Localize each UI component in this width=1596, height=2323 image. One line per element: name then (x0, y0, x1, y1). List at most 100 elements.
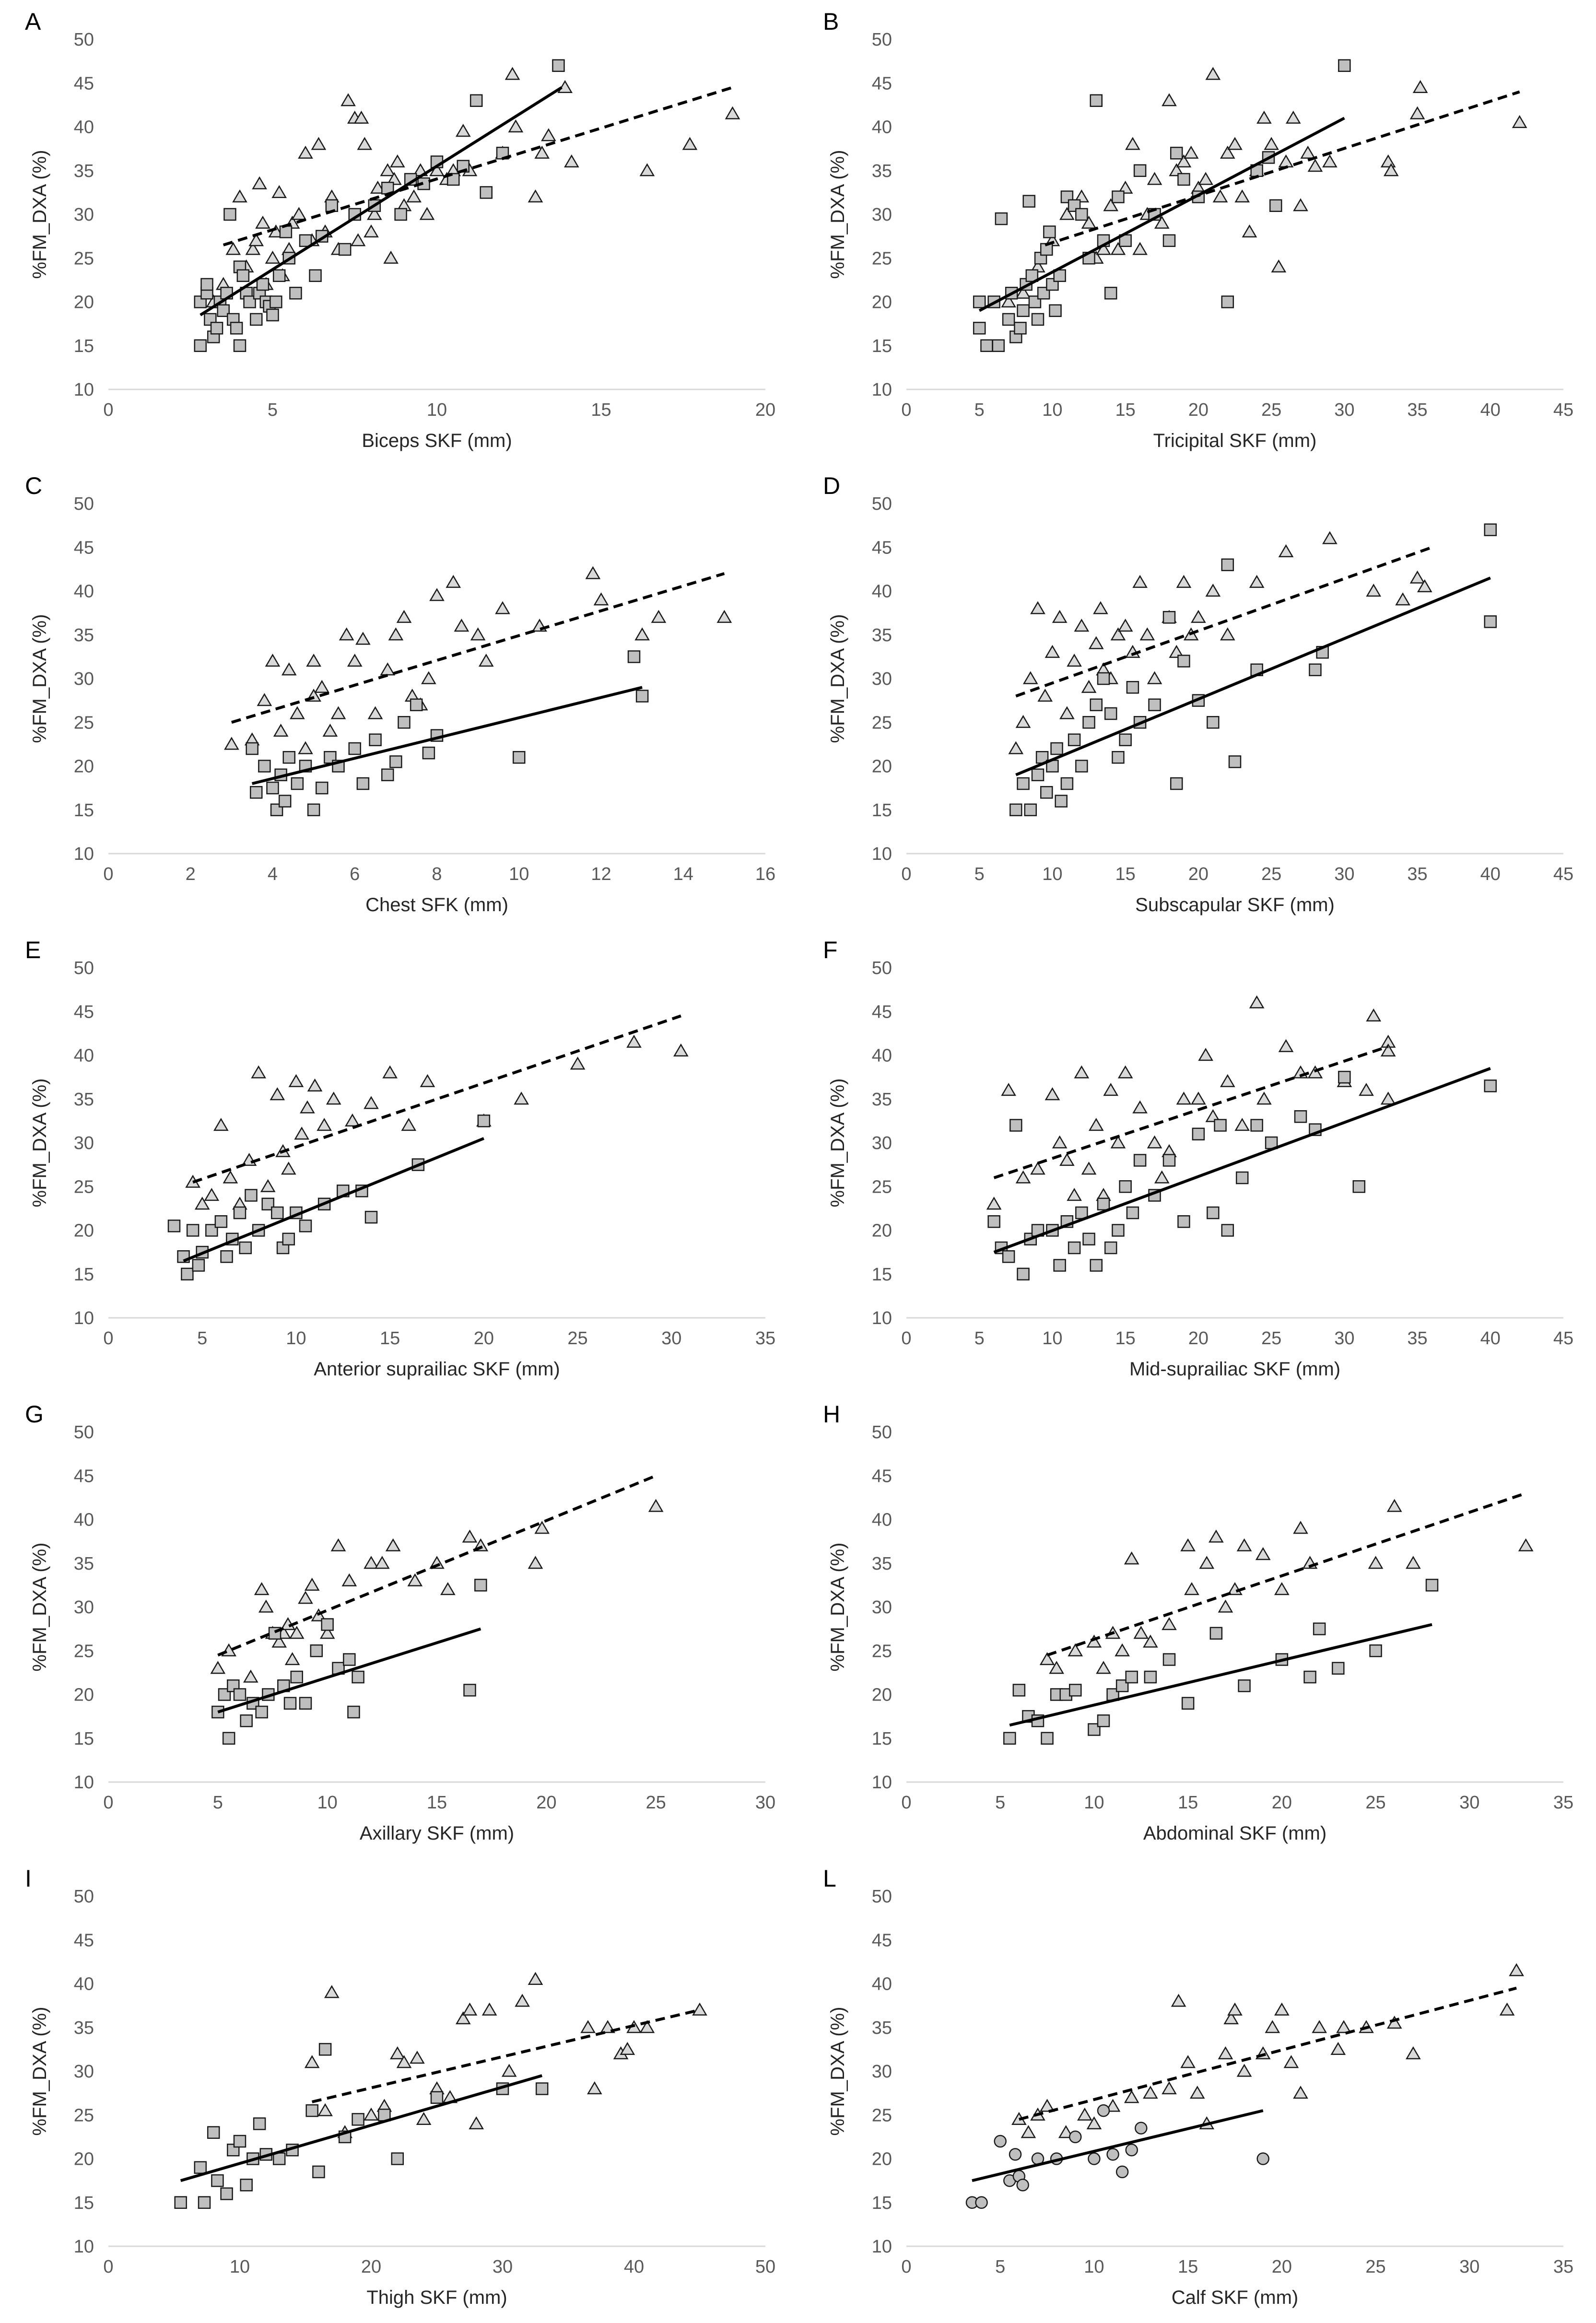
data-point-triangle (1366, 584, 1382, 597)
data-point-triangle (585, 566, 601, 579)
y-axis-label: %FM_DXA (%) (29, 1079, 50, 1208)
data-point-square (364, 1210, 378, 1224)
data-point-triangle (1509, 1963, 1524, 1976)
data-point-square (266, 781, 279, 795)
trend-line-solid (251, 686, 643, 785)
y-tick-label: 40 (74, 1510, 94, 1530)
panel-letter: E (25, 937, 41, 963)
data-point-square (1112, 751, 1125, 764)
y-tick-label: 40 (872, 582, 892, 602)
data-point-triangle (419, 207, 435, 220)
data-point-triangle (271, 1634, 287, 1648)
data-point-triangle (1021, 2125, 1036, 2138)
data-point-triangle (528, 189, 543, 203)
y-tick-label: 35 (74, 161, 94, 181)
x-tick-label: 15 (1178, 2257, 1198, 2277)
chart-panel-c: C 10 15 20 25 30 35 40 45 50 0 2 4 6 8 10 12 14 16 Chest SF… (25, 472, 775, 915)
y-tick-label: 10 (74, 1308, 94, 1328)
data-point-triangle (306, 654, 321, 667)
data-point-triangle (255, 215, 270, 229)
data-point-circle (994, 2135, 1007, 2148)
data-point-triangle (1412, 80, 1428, 94)
data-point-square (1181, 1697, 1195, 1710)
data-point-triangle (347, 654, 363, 667)
data-point-square (167, 1220, 181, 1232)
x-tick-label: 0 (901, 1328, 911, 1349)
x-tick-label: 0 (901, 1793, 911, 1813)
panel-letter: L (823, 1865, 836, 1892)
data-point-triangle (1110, 627, 1126, 641)
data-point-square (1097, 1714, 1110, 1727)
data-point-triangle (322, 724, 338, 737)
data-point-triangle (716, 610, 732, 623)
data-point-square (1238, 1679, 1251, 1692)
data-point-square (1104, 707, 1117, 720)
data-point-triangle (1189, 2086, 1205, 2099)
y-axis-label: %FM_DXA (%) (827, 150, 848, 279)
data-point-triangle (1030, 1162, 1045, 1175)
x-tick-label: 10 (230, 2257, 250, 2277)
data-point-triangle (388, 627, 404, 641)
data-point-square (1207, 1206, 1220, 1220)
data-point-triangle (243, 1669, 258, 1683)
data-point-triangle (1406, 2046, 1421, 2060)
data-point-triangle (265, 654, 281, 667)
data-point-triangle (223, 1170, 238, 1184)
data-point-triangle (298, 1591, 313, 1604)
data-point-triangle (446, 575, 461, 588)
data-point-triangle (1383, 163, 1399, 176)
data-point-square (217, 304, 230, 317)
chart-panel-g: G 10 15 20 25 30 35 40 45 50 0 5 10 15 20 25 30 Axillary … (25, 1401, 775, 1844)
data-point-triangle (304, 2055, 320, 2068)
data-point-triangle (986, 1197, 1002, 1210)
data-point-square (1133, 1154, 1147, 1167)
data-point-triangle (1058, 2125, 1074, 2138)
trend-line-solid (183, 1137, 484, 1263)
data-point-square (1031, 768, 1044, 781)
data-point-triangle (245, 242, 261, 255)
data-point-triangle (258, 1599, 274, 1613)
data-point-square (352, 1670, 364, 1684)
y-tick-label: 25 (872, 248, 892, 269)
data-point-square (1043, 225, 1056, 238)
data-point-circle (1009, 2148, 1022, 2161)
data-point-square (1075, 208, 1088, 221)
data-point-triangle (455, 2011, 471, 2025)
x-axis-label: Subscapular SKF (mm) (1135, 894, 1335, 915)
data-point-triangle (370, 180, 386, 194)
data-point-square (378, 2109, 391, 2122)
data-point-square (1484, 523, 1497, 536)
data-point-circle (1016, 2179, 1029, 2192)
data-point-triangle (298, 741, 313, 754)
y-tick-label: 45 (74, 1002, 94, 1022)
trend-line-dashed (1046, 1491, 1526, 1657)
data-point-triangle (1001, 294, 1016, 308)
data-point-triangle (1067, 1188, 1082, 1201)
data-point-square (1068, 733, 1081, 746)
panel-letter: F (823, 937, 838, 963)
data-point-square (1170, 777, 1183, 790)
data-point-triangle (557, 80, 573, 94)
x-tick-label: 5 (197, 1328, 207, 1349)
data-point-square (256, 278, 270, 291)
data-point-triangle (364, 1556, 379, 1569)
data-point-square (477, 1115, 491, 1127)
data-point-triangle (410, 2051, 425, 2064)
x-tick-label: 25 (1365, 2257, 1385, 2277)
data-point-square (389, 755, 402, 768)
data-point-square (410, 698, 423, 711)
data-point-triangle (478, 654, 494, 667)
y-tick-label: 20 (872, 2149, 892, 2170)
x-tick-label: 0 (103, 400, 113, 420)
y-axis-label: %FM_DXA (%) (827, 1543, 848, 1672)
data-point-triangle (1184, 1582, 1199, 1596)
data-point-triangle (1044, 1087, 1060, 1101)
data-point-triangle (587, 2081, 602, 2095)
data-point-square (1221, 558, 1234, 571)
data-point-square (1162, 1154, 1176, 1167)
x-axis-label: Chest SFK (mm) (365, 894, 508, 915)
y-tick-label: 15 (74, 1265, 94, 1285)
data-point-square (246, 742, 258, 755)
data-point-square (240, 2179, 253, 2192)
y-tick-label: 20 (74, 2149, 94, 2170)
